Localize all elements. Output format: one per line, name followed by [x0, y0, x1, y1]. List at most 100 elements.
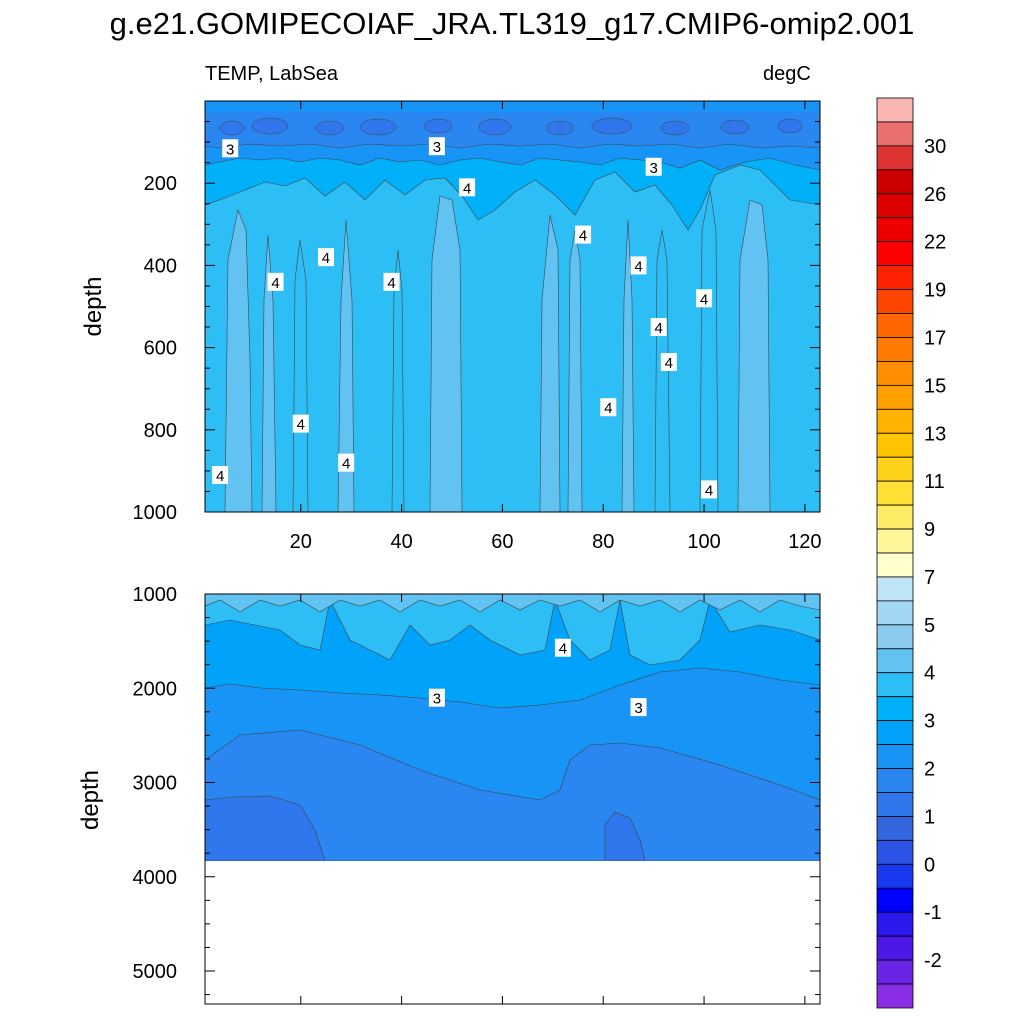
- colorbar-swatch: [876, 145, 914, 171]
- colorbar-swatch: [876, 696, 914, 722]
- colorbar-swatch: [876, 744, 914, 769]
- colorbar-swatch: [876, 959, 914, 985]
- svg-text:4: 4: [463, 180, 471, 197]
- svg-text:3: 3: [226, 141, 234, 158]
- colorbar-label: 5: [924, 615, 935, 637]
- upper-ytick-label: 1000: [133, 502, 178, 524]
- contour-label: 4: [660, 352, 677, 372]
- contour-label: 4: [338, 453, 355, 473]
- colorbar-label: 26: [924, 184, 946, 206]
- colorbar-swatch: [876, 193, 914, 219]
- colorbar-label: 17: [924, 327, 946, 349]
- colorbar-swatch: [876, 528, 914, 554]
- lower-ytick-label: 2000: [133, 678, 178, 700]
- lower-axes: 1000 2000 3000 4000 5000 depth: [77, 584, 820, 1004]
- colorbar-swatch: [876, 935, 914, 961]
- contour-label: 4: [292, 414, 309, 434]
- upper-ylabel: depth: [80, 276, 107, 336]
- colorbar: 30 26 22 19 17 15 13 11 9 7 5 4 3 2 1 0 -1 -2: [876, 97, 946, 1009]
- contour-label: 3: [428, 137, 445, 156]
- svg-text:4: 4: [579, 228, 587, 245]
- svg-text:4: 4: [604, 400, 612, 417]
- svg-text:4: 4: [216, 468, 224, 485]
- figure-title: g.e21.GOMIPECOIAF_JRA.TL319_g17.CMIP6-om…: [109, 6, 915, 41]
- colorbar-label: 9: [924, 519, 935, 541]
- variable-subtitle: TEMP, LabSea: [205, 63, 339, 85]
- colorbar-swatch: [876, 576, 914, 602]
- colorbar-swatch: [876, 504, 914, 530]
- colorbar-swatch: [876, 313, 914, 338]
- colorbar-swatch: [876, 384, 914, 410]
- colorbar-swatch: [876, 624, 914, 650]
- upper-xtick-label: 120: [788, 531, 821, 553]
- svg-text:4: 4: [559, 641, 567, 658]
- colorbar-swatch: [876, 217, 914, 243]
- svg-text:4: 4: [705, 482, 713, 499]
- colorbar-swatch: [876, 265, 914, 290]
- colorbar-label: 13: [924, 423, 946, 445]
- svg-text:3: 3: [634, 700, 642, 717]
- lower-panel: 4 3 3 1000 2000 3000 4000 5000 depth: [77, 584, 821, 1005]
- contour-label: 4: [701, 480, 718, 499]
- svg-text:4: 4: [665, 355, 673, 372]
- colorbar-swatch: [876, 432, 914, 458]
- svg-text:4: 4: [271, 275, 279, 292]
- contour-label: 4: [267, 272, 284, 292]
- colorbar-swatch: [876, 456, 914, 482]
- lower-contour-fill: [205, 594, 820, 1004]
- contour-label: 4: [212, 466, 229, 485]
- upper-xtick-label: 40: [390, 531, 412, 553]
- lower-ytick-label: 4000: [133, 867, 178, 889]
- svg-text:3: 3: [433, 139, 441, 156]
- colorbar-label: -1: [924, 902, 942, 924]
- colorbar-swatch: [876, 241, 914, 267]
- colorbar-label: 7: [924, 567, 935, 589]
- svg-text:4: 4: [342, 456, 350, 473]
- lower-ytick-label: 5000: [133, 961, 178, 983]
- upper-ytick-label: 200: [144, 173, 177, 195]
- contour-label: 4: [554, 638, 571, 658]
- svg-text:4: 4: [634, 258, 642, 275]
- colorbar-label: 15: [924, 375, 946, 397]
- colorbar-label: 1: [924, 806, 935, 828]
- colorbar-swatch: [876, 983, 914, 1009]
- colorbar-swatch: [876, 121, 914, 147]
- lower-contour-labels: 4 3 3: [428, 638, 647, 717]
- colorbar-swatch: [876, 600, 914, 626]
- colorbar-swatch: [876, 337, 914, 362]
- upper-ytick-label: 800: [144, 420, 177, 442]
- upper-xtick-label: 100: [687, 531, 720, 553]
- contour-label: 4: [696, 289, 713, 308]
- colorbar-label: 3: [924, 711, 935, 733]
- units-subtitle: degC: [763, 63, 811, 85]
- contour-label: 3: [428, 688, 445, 708]
- colorbar-swatch: [876, 720, 914, 745]
- contour-label: 4: [630, 256, 647, 275]
- colorbar-label: 11: [924, 471, 945, 493]
- contour-label: 3: [222, 139, 239, 158]
- colorbar-swatch: [876, 672, 914, 698]
- colorbar-label: 19: [924, 280, 946, 302]
- colorbar-swatch: [876, 169, 914, 195]
- colorbar-label: 4: [924, 663, 935, 685]
- upper-panel: 3 3 3 4 4 4 4 4 4 4 4 4 4 4 4 4 4 20 40 60 80 100 120 200 400 60…: [80, 100, 822, 553]
- upper-ytick-label: 600: [144, 338, 177, 360]
- colorbar-swatch: [876, 552, 914, 578]
- colorbar-label: 2: [924, 759, 935, 781]
- colorbar-swatch: [876, 408, 914, 434]
- lower-ytick-label: 3000: [133, 773, 178, 795]
- colorbar-swatch: [876, 97, 914, 123]
- lower-plot-frame: [204, 593, 821, 1005]
- contour-label: 3: [645, 157, 662, 177]
- upper-contour-fill: [205, 101, 820, 512]
- contour-label: 4: [650, 318, 667, 337]
- upper-axes: 20 40 60 80 100 120 200 400 600 800 1000 depth: [80, 100, 822, 553]
- svg-text:3: 3: [433, 691, 441, 708]
- contour-label: 4: [575, 225, 592, 245]
- colorbar-swatch: [876, 816, 914, 841]
- svg-text:4: 4: [297, 417, 305, 434]
- colorbar-swatch: [876, 887, 914, 913]
- svg-text:4: 4: [322, 250, 330, 267]
